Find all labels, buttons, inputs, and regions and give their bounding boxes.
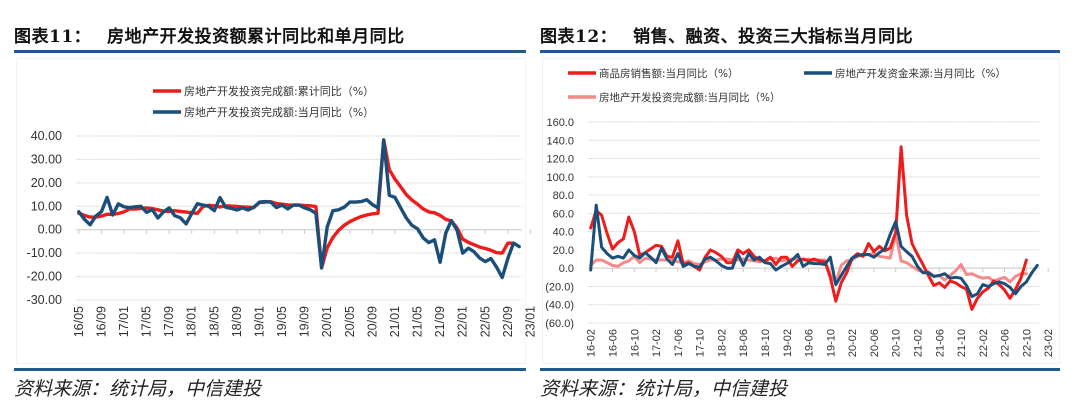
- y-tick-label: 30.00: [31, 152, 62, 166]
- chart-title: 图表11： 房地产开发投资额累计同比和单月同比: [14, 22, 405, 47]
- x-tick-label: 16-10: [629, 329, 641, 357]
- chart-title-number: 11：: [49, 27, 92, 47]
- x-tick-label: 23/01: [523, 306, 537, 337]
- x-tick-label: 17-06: [673, 329, 685, 357]
- x-tick-label: 18/09: [230, 306, 244, 337]
- x-tick-label: 19-06: [804, 329, 816, 357]
- y-tick-label: 160.0: [546, 117, 574, 129]
- x-tick-label: 18-06: [738, 329, 750, 357]
- x-tick-label: 18/01: [185, 306, 199, 337]
- x-tick-label: 20-02: [847, 329, 859, 357]
- y-tick-label: 0.0: [559, 263, 574, 275]
- legend-label: 房地产开发投资完成额:当月同比（%）: [599, 91, 781, 104]
- x-tick-label: 18-10: [760, 329, 772, 357]
- x-tick-label: 18/05: [207, 306, 221, 337]
- y-tick-label: 80.0: [553, 190, 574, 202]
- chart-title-text: 房地产开发投资额累计同比和单月同比: [107, 27, 405, 47]
- source-note: 资料来源：统计局，中信建投: [540, 378, 788, 400]
- series-line-red: [589, 145, 1028, 311]
- chart-title-prefix: 图表: [540, 27, 575, 47]
- series-line-navy: [77, 138, 521, 280]
- x-tick-label: 17/01: [117, 306, 131, 337]
- x-tick-label: 18-02: [716, 329, 728, 357]
- x-tick-label: 21-10: [956, 329, 968, 357]
- y-tick-label: 60.0: [553, 208, 574, 220]
- legend-label: 房地产开发投资完成额:累计同比（%）: [184, 84, 374, 98]
- y-tick-label: 40.00: [31, 129, 62, 143]
- y-tick-label: (60.0): [545, 318, 574, 330]
- x-tick-label: 21/09: [433, 306, 447, 337]
- x-tick-label: 22/05: [478, 306, 492, 337]
- x-tick-label: 21/05: [411, 306, 425, 337]
- y-tick-label: (40.0): [545, 300, 574, 312]
- x-tick-label: 16/05: [72, 306, 86, 337]
- legend-label: 房地产开发投资完成额:当月同比（%）: [184, 105, 374, 119]
- y-tick-label: (20.0): [545, 281, 574, 293]
- x-tick-label: 17/09: [162, 306, 176, 337]
- x-tick-label: 21-06: [934, 329, 946, 357]
- x-tick-label: 17/05: [140, 306, 154, 337]
- y-tick-label: 100.0: [546, 172, 574, 184]
- y-tick-label: 0.00: [38, 223, 62, 237]
- x-tick-label: 20-06: [869, 329, 881, 357]
- source-note: 资料来源：统计局，中信建投: [14, 378, 262, 400]
- title-divider: [540, 50, 1060, 53]
- x-tick-label: 22-02: [978, 329, 990, 357]
- x-tick-label: 19/01: [252, 306, 266, 337]
- x-tick-label: 20/01: [320, 306, 334, 337]
- x-tick-label: 19/05: [275, 306, 289, 337]
- y-tick-label: -20.00: [27, 270, 62, 284]
- y-tick-label: 20.00: [31, 176, 62, 190]
- series-line-navy: [589, 203, 1039, 298]
- x-tick-label: 17-02: [651, 329, 663, 357]
- source-divider: [540, 368, 1060, 371]
- x-tick-label: 21/01: [388, 306, 402, 337]
- x-tick-label: 16-06: [608, 329, 620, 357]
- y-tick-label: 40.0: [553, 227, 574, 239]
- chart-title-number: 12：: [575, 27, 618, 47]
- chart-title-prefix: 图表: [14, 27, 49, 47]
- y-tick-label: -30.00: [27, 293, 62, 307]
- x-tick-label: 22/01: [456, 306, 470, 337]
- x-tick-label: 20-10: [891, 329, 903, 357]
- y-tick-label: 10.00: [31, 199, 62, 213]
- x-tick-label: 22-06: [1000, 329, 1012, 357]
- x-tick-label: 17-10: [695, 329, 707, 357]
- x-tick-label: 23-02: [1043, 329, 1055, 357]
- x-tick-label: 16/09: [94, 306, 108, 337]
- series-line-pink: [589, 232, 1028, 285]
- legend-label: 商品房销售额:当月同比（%）: [599, 67, 739, 80]
- x-tick-label: 22-10: [1021, 329, 1033, 357]
- x-tick-label: 20/05: [343, 306, 357, 337]
- x-tick-label: 19-10: [825, 329, 837, 357]
- y-tick-label: 140.0: [546, 135, 574, 147]
- y-tick-label: 20.0: [553, 245, 574, 257]
- chart-title: 图表12： 销售、融资、投资三大指标当月同比: [540, 22, 913, 47]
- y-tick-label: -10.00: [27, 246, 62, 260]
- x-tick-label: 19/09: [298, 306, 312, 337]
- x-tick-label: 19-02: [782, 329, 794, 357]
- chart-title-text: 销售、融资、投资三大指标当月同比: [633, 27, 914, 47]
- x-tick-label: 21-02: [912, 329, 924, 357]
- x-tick-label: 16-02: [586, 329, 598, 357]
- legend-label: 房地产开发资金来源:当月同比（%）: [835, 67, 1006, 80]
- title-divider: [14, 50, 526, 53]
- x-tick-label: 20/09: [365, 306, 379, 337]
- chart-panel-12: 图表12： 销售、融资、投资三大指标当月同比 资料来源：统计局，中信建投: [540, 0, 1060, 416]
- x-tick-label: 22/09: [501, 306, 515, 337]
- y-tick-label: 120.0: [546, 154, 574, 166]
- chart-frame: [542, 58, 1060, 364]
- source-divider: [14, 368, 526, 371]
